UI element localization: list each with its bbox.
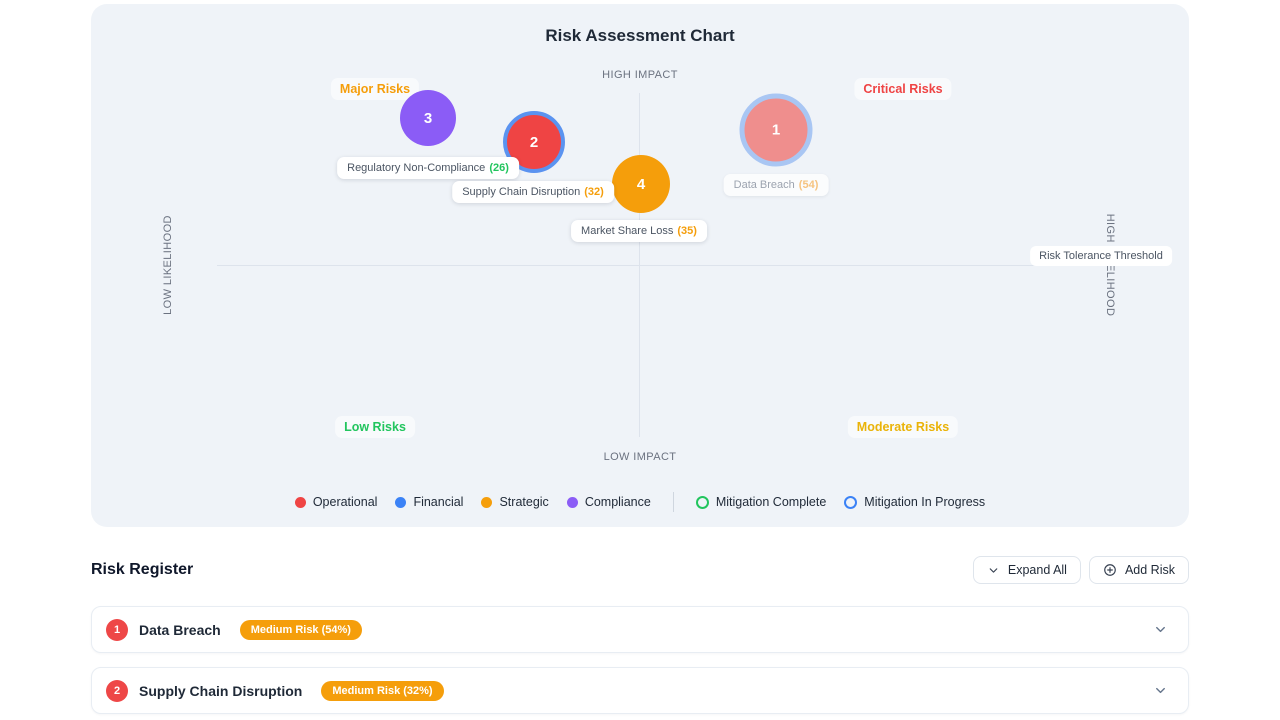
risk-tolerance-threshold-line — [217, 265, 1063, 266]
chart-legend: Operational Financial Strategic Complian… — [91, 492, 1189, 512]
axis-label-low-likelihood: LOW LIKELIHOOD — [162, 215, 174, 315]
category-dot-icon — [395, 496, 407, 508]
chevron-down-icon[interactable] — [1153, 683, 1168, 698]
quadrant-label: Moderate Risks — [847, 416, 959, 438]
risk-bubble-label: Market Share Loss (35) — [571, 220, 707, 242]
risk-bubble-label: Data Breach (54) — [723, 174, 829, 196]
plus-circle-icon — [1104, 564, 1116, 576]
legend-item-label: Mitigation Complete — [715, 495, 827, 509]
risk-bubble[interactable]: 3 — [400, 90, 456, 146]
category-dot-icon — [294, 496, 306, 508]
risk-level-badge: Medium Risk (32%) — [321, 680, 444, 701]
add-risk-label: Add Risk — [1124, 563, 1175, 577]
risk-bubble-number: 2 — [529, 133, 539, 151]
risk-register-row[interactable]: 2 Supply Chain Disruption Medium Risk (3… — [91, 667, 1189, 714]
risk-number-badge: 2 — [106, 679, 128, 702]
risk-tolerance-threshold-label: Risk Tolerance Threshold — [1030, 246, 1172, 266]
mitigation-ring-icon — [695, 495, 709, 509]
quadrant-label: Major Risks — [330, 78, 420, 100]
risk-bubble[interactable]: 4 — [612, 155, 670, 213]
risk-bubble-label-name: Market Share Loss — [581, 225, 674, 237]
risk-register-list: 1 Data Breach Medium Risk (54%) 2 Supply… — [91, 606, 1189, 714]
add-risk-button[interactable]: Add Risk — [1088, 556, 1189, 584]
risk-chart-panel: Risk Assessment Chart HIGH IMPACT LOW IM… — [91, 4, 1189, 527]
risk-bubble-label-name: Data Breach — [733, 179, 795, 191]
register-title: Risk Register — [91, 561, 194, 578]
legend-item-label: Strategic — [499, 495, 549, 509]
risk-bubble[interactable]: 1 — [739, 93, 813, 167]
legend-item: Strategic — [481, 495, 549, 509]
risk-bubble-label: Regulatory Non-Compliance (26) — [337, 157, 519, 179]
chevron-down-icon[interactable] — [1153, 622, 1168, 637]
quadrant-label: Critical Risks — [854, 78, 952, 100]
legend-item: Operational — [294, 495, 378, 509]
mitigation-ring-icon — [844, 495, 858, 509]
category-dot-icon — [481, 496, 493, 508]
expand-all-label: Expand All — [1007, 563, 1067, 577]
axis-label-low-impact: LOW IMPACT — [603, 451, 677, 463]
risk-bubble-label-value: (26) — [489, 162, 509, 174]
legend-item-label: Financial — [413, 495, 464, 509]
chevron-down-icon — [989, 567, 998, 573]
legend-item-label: Operational — [312, 495, 378, 509]
risk-register-row[interactable]: 1 Data Breach Medium Risk (54%) — [91, 606, 1189, 653]
risk-bubble-number: 1 — [771, 121, 781, 139]
axis-label-high-impact: HIGH IMPACT — [602, 69, 678, 81]
risk-name: Supply Chain Disruption — [139, 682, 303, 699]
risk-bubble-label-name: Regulatory Non-Compliance — [347, 162, 486, 174]
risk-level-badge: Medium Risk (54%) — [239, 619, 362, 640]
legend-item: Mitigation In Progress — [844, 495, 985, 509]
expand-all-button[interactable]: Expand All — [972, 556, 1081, 584]
risk-bubble-number: 3 — [423, 109, 433, 127]
legend-item: Mitigation Complete — [695, 495, 827, 509]
risk-name: Data Breach — [139, 621, 221, 638]
legend-item: Financial — [395, 495, 463, 509]
risk-bubble-label-name: Supply Chain Disruption — [462, 186, 581, 198]
chart-title: Risk Assessment Chart — [545, 26, 735, 45]
risk-bubble-label-value: (32) — [584, 186, 604, 198]
quadrant-label: Low Risks — [335, 416, 415, 438]
legend-divider — [672, 492, 674, 512]
legend-item-label: Compliance — [584, 495, 651, 509]
category-dot-icon — [566, 496, 578, 508]
risk-bubble-label: Supply Chain Disruption (32) — [452, 181, 614, 203]
register-header: Risk Register Expand All Add Risk — [91, 556, 1189, 584]
risk-bubble-label-value: (54) — [798, 179, 819, 191]
legend-item-label: Mitigation In Progress — [864, 495, 986, 509]
risk-bubble-number: 4 — [636, 175, 646, 193]
legend-item: Compliance — [566, 495, 651, 509]
risk-bubble-label-value: (35) — [677, 225, 697, 237]
risk-number-badge: 1 — [106, 618, 128, 641]
